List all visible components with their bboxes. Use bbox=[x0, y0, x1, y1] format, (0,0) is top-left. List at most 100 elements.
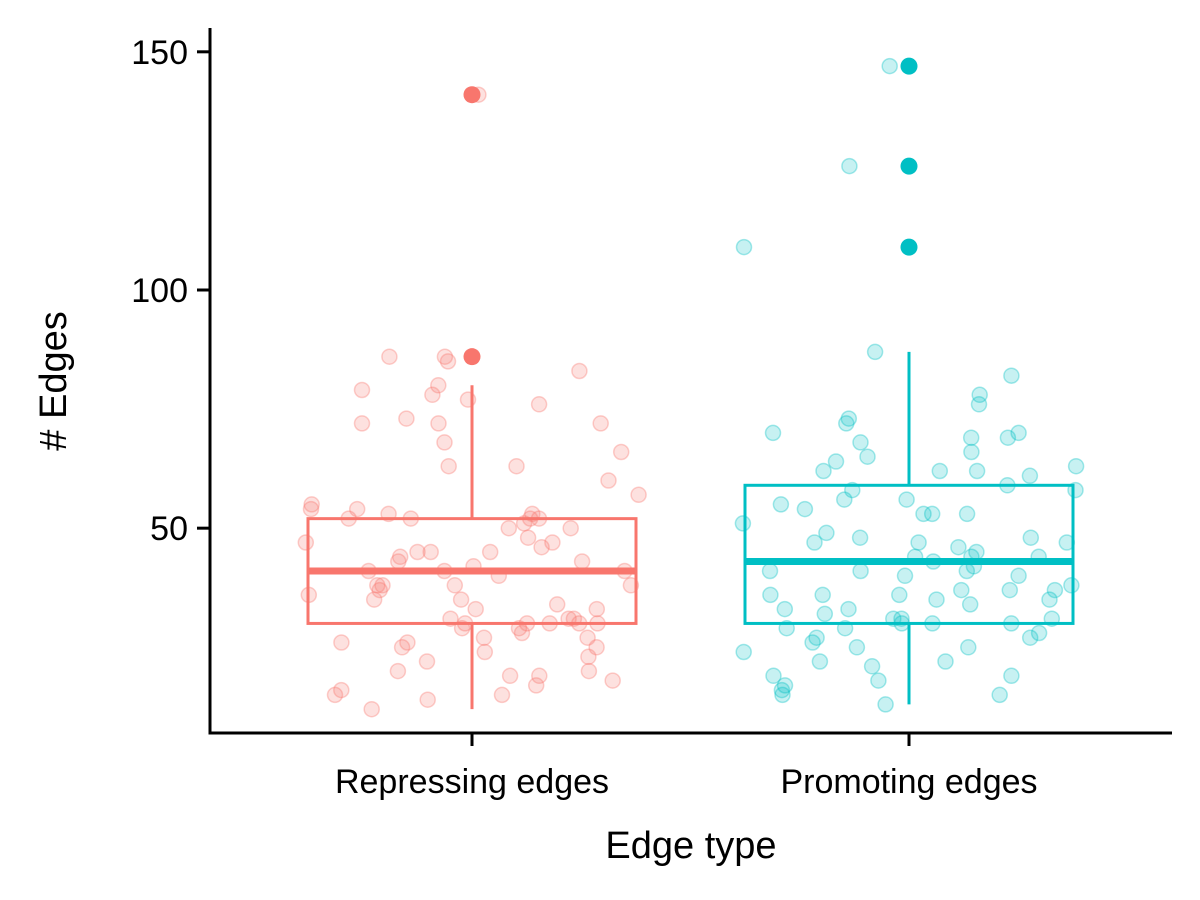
jitter-point bbox=[891, 586, 908, 604]
jitter-point bbox=[806, 534, 823, 551]
jitter-point bbox=[958, 562, 976, 580]
ticks-layer: Repressing edges Promoting edges 50 100 150 bbox=[131, 34, 1037, 801]
jitter-point bbox=[493, 686, 511, 704]
jitter-point bbox=[481, 543, 499, 561]
jitter-point bbox=[841, 157, 858, 175]
jitter-point bbox=[580, 662, 598, 680]
jitter-point bbox=[548, 596, 566, 613]
jitter-point bbox=[950, 538, 967, 556]
jitter-points-layer bbox=[297, 57, 1085, 718]
jitter-point bbox=[960, 639, 977, 656]
jitter-point bbox=[353, 381, 371, 399]
jitter-point bbox=[500, 519, 518, 537]
jitter-point bbox=[898, 491, 915, 508]
jitter-point bbox=[1022, 529, 1040, 546]
jitter-point bbox=[573, 553, 591, 570]
jitter-point bbox=[1046, 581, 1064, 599]
jitter-point bbox=[436, 434, 453, 451]
jitter-point bbox=[363, 700, 380, 718]
jitter-point bbox=[418, 653, 436, 670]
jitter-point bbox=[840, 410, 858, 427]
jitter-point bbox=[430, 415, 447, 432]
jitter-point bbox=[814, 586, 831, 604]
jitter-point bbox=[436, 348, 454, 365]
jitter-point bbox=[452, 591, 470, 608]
jitter-point bbox=[836, 491, 853, 508]
jitter-point bbox=[852, 434, 869, 451]
jitter-point bbox=[369, 577, 386, 594]
outlier-point bbox=[900, 57, 918, 75]
jitter-point bbox=[953, 581, 970, 599]
jitter-point bbox=[772, 496, 790, 513]
jitter-point bbox=[968, 462, 986, 480]
jitter-point bbox=[796, 500, 814, 518]
jitter-point bbox=[612, 443, 630, 461]
jitter-point bbox=[1001, 581, 1019, 599]
jitter-point bbox=[393, 639, 411, 656]
axes-layer bbox=[208, 28, 1172, 735]
jitter-point bbox=[371, 581, 388, 599]
jitter-point bbox=[630, 486, 647, 504]
jitter-point bbox=[735, 643, 752, 661]
y-tick-label: 50 bbox=[150, 510, 188, 548]
jitter-point bbox=[544, 534, 561, 551]
jitter-point bbox=[838, 415, 855, 432]
x-tick-label: Repressing edges bbox=[335, 763, 609, 801]
jitter-point bbox=[513, 624, 531, 642]
jitter-point bbox=[533, 538, 550, 556]
jitter-point bbox=[333, 634, 350, 651]
jitter-point bbox=[1003, 367, 1020, 384]
jitter-point bbox=[446, 577, 464, 594]
jitter-point bbox=[302, 500, 320, 518]
jitter-point bbox=[881, 57, 898, 75]
jitter-point bbox=[348, 500, 366, 518]
jitter-point bbox=[734, 515, 752, 532]
jitter-point bbox=[764, 424, 782, 442]
jitter-point bbox=[1041, 591, 1058, 608]
jitter-point bbox=[1010, 424, 1027, 442]
jitter-point bbox=[991, 686, 1008, 704]
jitter-point bbox=[562, 519, 579, 537]
jitter-point bbox=[735, 238, 753, 256]
jitter-point bbox=[774, 686, 791, 704]
jitter-point bbox=[808, 629, 825, 646]
jitter-point bbox=[910, 534, 927, 551]
y-axis-title: # Edges bbox=[33, 311, 75, 450]
jitter-point bbox=[962, 429, 980, 446]
jitter-point bbox=[827, 453, 845, 470]
jitter-point bbox=[508, 457, 525, 475]
jitter-point bbox=[773, 681, 791, 699]
jitter-point bbox=[1067, 457, 1085, 475]
jitter-point bbox=[968, 543, 985, 561]
jitter-point bbox=[476, 643, 494, 661]
jitter-point bbox=[866, 343, 884, 361]
jitter-point bbox=[580, 648, 597, 666]
jitter-point bbox=[527, 677, 545, 694]
jitter-point bbox=[852, 562, 869, 580]
jitter-point bbox=[1010, 567, 1027, 585]
x-axis-title: Edge type bbox=[605, 825, 776, 867]
jitter-point bbox=[440, 457, 457, 475]
jitter-point bbox=[374, 577, 391, 594]
jitter-point bbox=[439, 353, 457, 370]
jitter-point bbox=[863, 658, 881, 675]
jitter-point bbox=[961, 596, 979, 613]
jitter-point bbox=[859, 448, 876, 465]
jitter-point bbox=[818, 524, 835, 542]
jitter-point bbox=[519, 529, 537, 546]
jitter-point bbox=[592, 415, 609, 432]
jitter-point bbox=[840, 600, 857, 618]
jitter-point bbox=[391, 548, 409, 566]
jitter-point bbox=[896, 567, 914, 585]
jitter-point bbox=[303, 496, 320, 513]
jitter-point bbox=[390, 553, 407, 570]
jitter-point bbox=[365, 591, 383, 608]
jitter-point bbox=[1063, 577, 1080, 594]
jitter-point bbox=[424, 386, 441, 404]
jitter-point bbox=[816, 605, 834, 623]
jitter-point bbox=[579, 629, 596, 646]
jitter-point bbox=[475, 629, 493, 646]
jitter-point bbox=[765, 667, 782, 685]
jitter-point bbox=[937, 653, 954, 670]
